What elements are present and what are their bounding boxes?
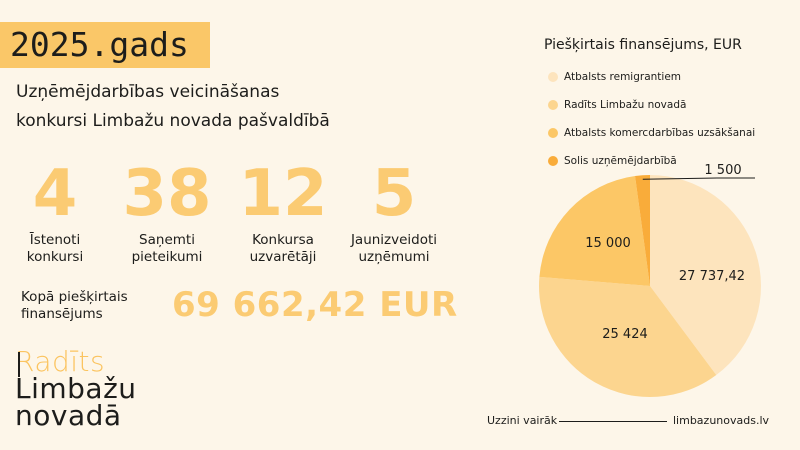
stat-label-line-2: uzņēmumi xyxy=(358,249,430,265)
pie-slice xyxy=(650,175,762,376)
pie-data-label: 27 737,42 xyxy=(679,269,745,284)
leader-line xyxy=(642,177,755,180)
stat-label-line-1: Jaunizveidoti xyxy=(350,232,438,248)
legend-swatch xyxy=(548,128,558,138)
stat-label: Saņemti pieteikumi xyxy=(117,232,217,266)
legend-item: Solis uzņēmējdarbībā xyxy=(548,154,755,168)
stat-label-line-1: Saņemti xyxy=(139,232,195,248)
stat-label: Īstenoti konkursi xyxy=(20,232,90,266)
stat-contest-winners: 12 Konkursa uzvarētāji xyxy=(233,158,333,266)
stat-value: 5 xyxy=(371,157,417,231)
total-label-line-1: Kopā piešķirtais xyxy=(21,289,128,305)
pie-slice xyxy=(539,176,650,286)
pie-data-label: 1 500 xyxy=(704,163,741,178)
legend-item: Atbalsts remigrantiem xyxy=(548,70,755,84)
stat-label-line-2: konkursi xyxy=(26,249,84,265)
stat-label: Jaunizveidoti uzņēmumi xyxy=(338,232,450,266)
stat-label: Konkursa uzvarētāji xyxy=(233,232,333,266)
legend-item: Atbalsts komercdarbības uzsākšanai xyxy=(548,126,755,140)
subtitle-line-1: Uzņēmējdarbības veicināšanas xyxy=(16,82,280,102)
legend-item: Radīts Limbažu novadā xyxy=(548,98,755,112)
stat-label-line-2: uzvarētāji xyxy=(249,249,317,265)
stat-label-line-2: pieteikumi xyxy=(131,249,203,265)
legend-label: Atbalsts komercdarbības uzsākšanai xyxy=(564,127,756,139)
pie-data-label: 25 424 xyxy=(602,327,648,342)
stat-new-companies: 5 Jaunizveidoti uzņēmumi xyxy=(338,158,450,266)
total-funding-label: Kopā piešķirtais finansējums xyxy=(21,289,128,323)
chart-title: Piešķirtais finansējums, EUR xyxy=(544,37,742,53)
legend-swatch xyxy=(548,72,558,82)
legend-swatch xyxy=(548,100,558,110)
pie-data-label: 15 000 xyxy=(585,236,631,251)
stat-label-line-1: Īstenoti xyxy=(29,232,81,248)
brand-logo: Radīts Limbažu novadā xyxy=(15,345,137,432)
logo-line-1: Radīts xyxy=(15,345,106,378)
pie-slice xyxy=(539,276,717,397)
legend-label: Radīts Limbažu novadā xyxy=(564,99,687,111)
logo-bar xyxy=(18,352,20,377)
stat-received-applications: 38 Saņemti pieteikumi xyxy=(117,158,217,266)
footer-divider xyxy=(559,421,667,422)
stat-value: 4 xyxy=(32,157,78,231)
footer-more-info: Uzzini vairāk xyxy=(487,414,558,427)
stat-value: 12 xyxy=(238,157,328,231)
footer: Uzzini vairāk limbazunovads.lv xyxy=(487,414,777,430)
subtitle-line-2: konkursi Limbažu novada pašvaldībā xyxy=(16,111,330,131)
pie-slice xyxy=(635,175,650,286)
logo-line-2: Limbažu xyxy=(15,372,137,405)
total-label-line-2: finansējums xyxy=(21,306,103,322)
logo-line-3: novadā xyxy=(15,399,122,432)
legend-label: Solis uzņēmējdarbībā xyxy=(564,155,677,167)
chart-legend: Atbalsts remigrantiem Radīts Limbažu nov… xyxy=(548,70,755,182)
year-badge: 2025.gads xyxy=(0,22,210,68)
legend-swatch xyxy=(548,156,558,166)
stat-implemented-contests: 4 Īstenoti konkursi xyxy=(20,158,90,266)
total-funding-value: 69 662,42 EUR xyxy=(172,285,458,325)
legend-label: Atbalsts remigrantiem xyxy=(564,71,682,83)
footer-website-link[interactable]: limbazunovads.lv xyxy=(673,414,770,427)
stat-value: 38 xyxy=(122,157,212,231)
page-subtitle: Uzņēmējdarbības veicināšanas konkursi Li… xyxy=(16,78,416,136)
stat-label-line-1: Konkursa xyxy=(252,232,314,248)
